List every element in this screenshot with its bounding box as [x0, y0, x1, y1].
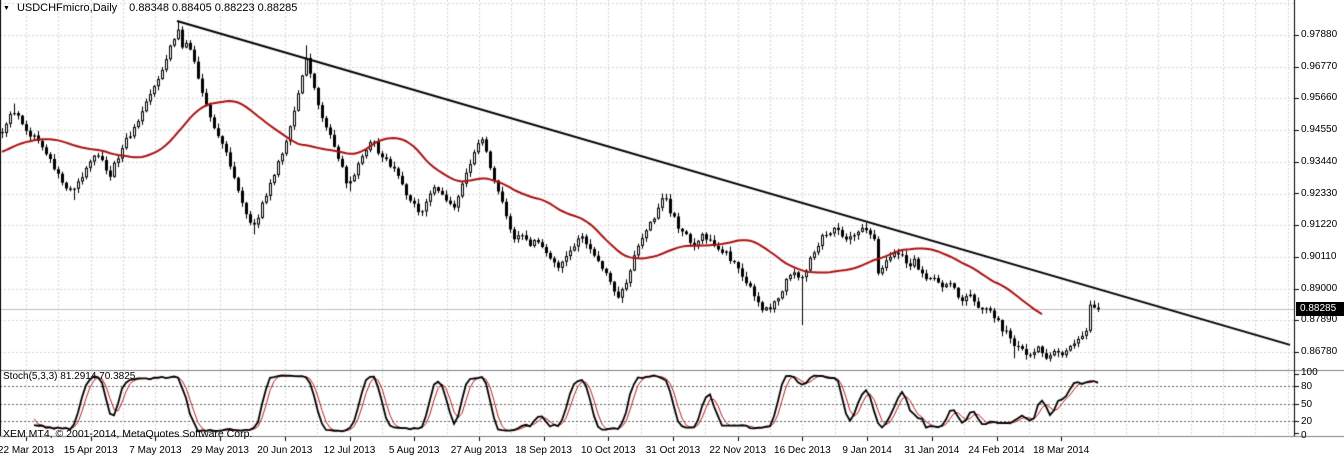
date-axis-label: 31 Jan 2014	[904, 445, 960, 456]
price-axis-label: 0.89000	[1301, 282, 1338, 294]
date-axis-label: 20 Jun 2013	[257, 445, 313, 456]
price-axis-label: 0.87890	[1301, 314, 1338, 326]
date-axis-label: 12 Jul 2013	[323, 445, 376, 456]
chart-title: USDCHFmicro,Daily	[16, 2, 118, 14]
terminal-copyright: XEM MT4, © 2001-2014, MetaQuotes Softwar…	[3, 428, 253, 440]
ohlc-quote: 0.88348 0.88405 0.88223 0.88285	[129, 2, 298, 14]
current-price-badge: 0.88285	[1296, 302, 1344, 316]
stochastic-indicator-label: Stoch(5,3,3) 81.2914 70.3825	[3, 371, 136, 382]
date-axis-label: 9 Jan 2014	[842, 445, 892, 456]
date-axis-label: 7 May 2013	[129, 445, 182, 456]
date-axis-label: 29 May 2013	[191, 445, 249, 456]
symbol-dropdown-icon[interactable]: ▼	[3, 4, 10, 12]
price-axis-label: 0.91220	[1301, 219, 1338, 231]
price-axis-label: 0.97880	[1301, 29, 1338, 40]
price-axis-label: 0.95660	[1301, 92, 1338, 104]
date-axis-label: 18 Sep 2013	[515, 445, 572, 456]
date-axis-label: 15 Apr 2013	[63, 445, 118, 456]
stoch-axis-label: 50	[1301, 398, 1313, 410]
date-axis-label: 18 Mar 2014	[1033, 445, 1090, 456]
stoch-axis-label: 20	[1301, 416, 1313, 428]
date-axis-label: 22 Nov 2013	[709, 445, 767, 456]
price-axis-label: 0.92330	[1301, 187, 1338, 199]
price-axis-label: 0.94550	[1301, 124, 1338, 136]
price-axis-label: 0.86780	[1301, 346, 1338, 357]
price-axis-label: 0.93440	[1301, 155, 1338, 167]
price-axis-label: 0.96770	[1301, 60, 1338, 72]
stoch-axis-label: 100	[1301, 367, 1318, 378]
chart-title-bar: ▼ USDCHFmicro,Daily 0.88348 0.88405 0.88…	[3, 2, 297, 14]
date-axis-label: 27 Aug 2013	[450, 445, 507, 456]
date-axis-label: 22 Mar 2013	[0, 445, 55, 456]
date-axis-label: 5 Aug 2013	[388, 445, 440, 456]
stoch-axis-label: 0	[1301, 430, 1307, 441]
stoch-axis-label: 80	[1301, 380, 1313, 392]
date-axis-label: 31 Oct 2013	[645, 445, 701, 456]
price-axis-label: 0.90110	[1301, 250, 1337, 262]
date-axis-label: 24 Feb 2014	[968, 445, 1025, 456]
date-axis-label: 16 Dec 2013	[774, 445, 831, 456]
date-axis-label: 10 Oct 2013	[581, 445, 636, 456]
